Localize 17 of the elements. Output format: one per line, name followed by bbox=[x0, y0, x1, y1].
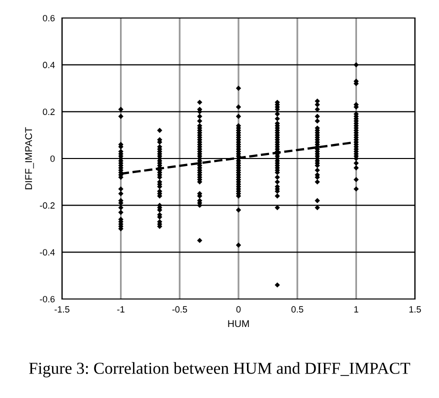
x-tick-label: 0 bbox=[236, 306, 241, 313]
y-tick-label: 0 bbox=[50, 155, 55, 162]
y-axis-title: DIFF_IMPACT bbox=[25, 127, 34, 190]
x-tick-label: -1 bbox=[117, 306, 124, 312]
x-tick-label: 1 bbox=[354, 306, 358, 312]
y-tick-label: -0.6 bbox=[40, 296, 55, 302]
y-tick-label: 0.6 bbox=[42, 14, 55, 22]
y-tick-label: 0.4 bbox=[42, 62, 55, 68]
y-tick-label: -0.2 bbox=[40, 202, 55, 209]
caption: Figure 3: Correlation between HUM and DIFF_IMPACT bbox=[29, 362, 410, 378]
x-axis-title: HUM bbox=[228, 320, 249, 328]
x-tick-label: 1.5 bbox=[409, 306, 421, 313]
x-tick-label: -0.5 bbox=[172, 306, 188, 313]
y-tick-label: 0.2 bbox=[42, 108, 55, 116]
x-tick-label: 0.5 bbox=[291, 306, 304, 313]
y-tick-label: -0.4 bbox=[40, 249, 55, 256]
x-tick-label: -1.5 bbox=[54, 306, 70, 313]
